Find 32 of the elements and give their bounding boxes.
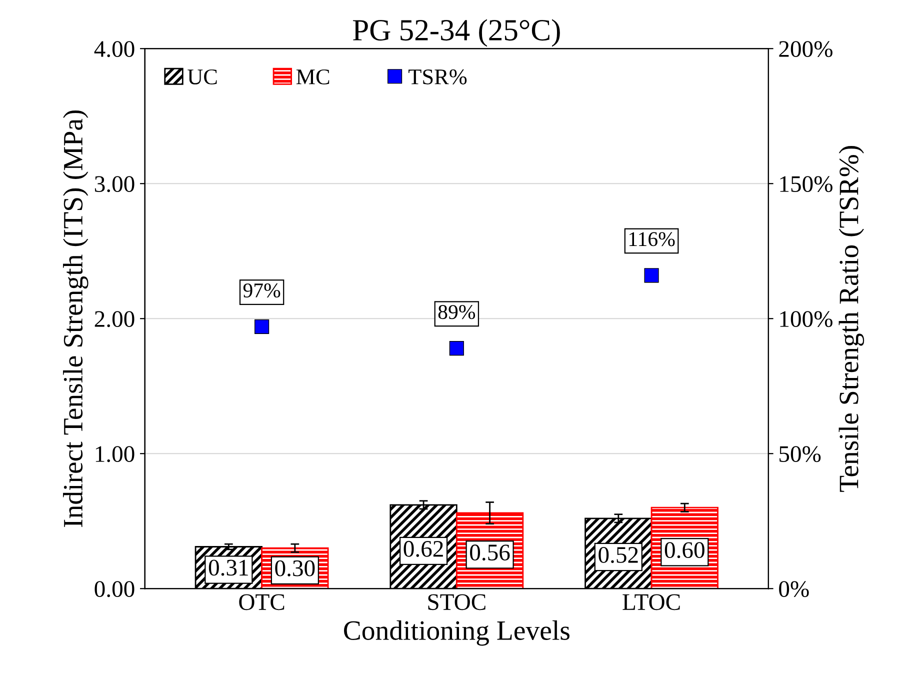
data-label: 89%: [438, 305, 476, 320]
legend-label: UC: [188, 69, 217, 84]
legend-label: MC: [296, 69, 330, 84]
data-label: 0.52: [598, 546, 638, 564]
y-tick-label: 2.00: [94, 311, 134, 328]
y2-tick-label: 50%: [780, 446, 821, 462]
point: [644, 268, 659, 283]
data-label: 0.62: [404, 540, 443, 557]
y-tick-label: 3.00: [94, 176, 134, 192]
y2-tick-label: 100%: [780, 311, 832, 328]
x-tick-label: STOC: [428, 594, 486, 610]
y2-tick-label: 200%: [779, 41, 832, 58]
legend-label: TSR%: [408, 69, 467, 84]
data-label: 97%: [243, 283, 280, 298]
data-label: 0.56: [470, 544, 510, 561]
x-tick-label: LTOC: [622, 594, 680, 610]
point: [449, 341, 464, 356]
chart-title: PG 52-34 (25°C): [352, 19, 560, 47]
data-label: 0.60: [664, 542, 704, 558]
y-tick-label: 1.00: [96, 446, 134, 462]
data-label: 0.31: [208, 560, 248, 576]
point: [254, 319, 270, 334]
data-label: 0.30: [275, 560, 315, 576]
y-tick-label: 0.00: [94, 581, 134, 598]
y2-tick-label: 150%: [780, 176, 832, 192]
x-axis-title: Conditioning Levels: [344, 620, 570, 646]
x-tick-label: OTC: [239, 594, 284, 610]
y2-axis-title: Tensile Strength Ratio (TSR%): [838, 146, 864, 492]
y2-tick-label: 0%: [779, 581, 809, 598]
y-tick-label: 4.00: [94, 41, 134, 58]
data-label: 116%: [629, 232, 675, 246]
y-axis-title: Indirect Tensile Strength (ITS) (MPa): [63, 110, 88, 527]
